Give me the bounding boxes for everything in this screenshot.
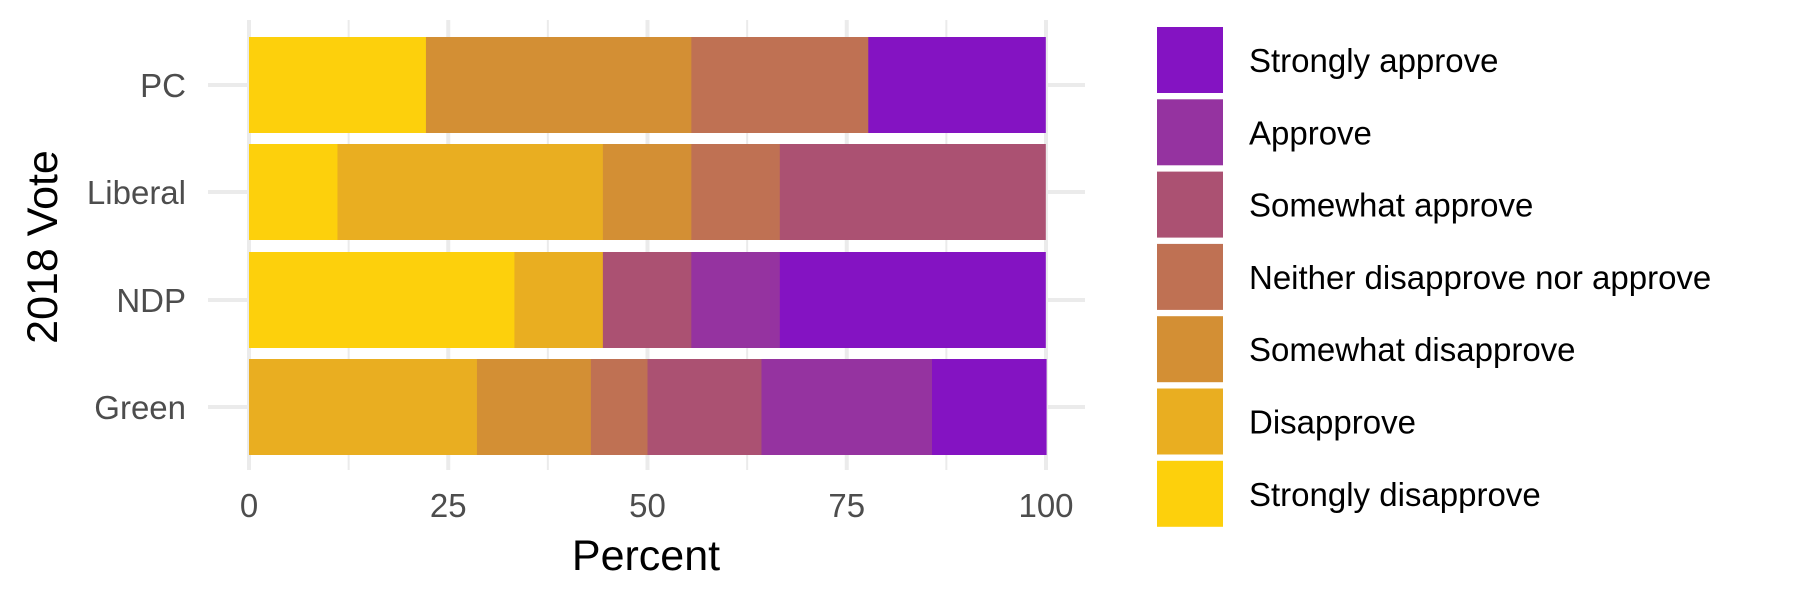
bar-segment: NDP – Somewhat approve: 11.1 bbox=[602, 252, 692, 348]
bar-segment: NDP – Approve: 11.1 bbox=[691, 252, 781, 348]
y-tick-label: PC bbox=[140, 67, 186, 104]
bar-segment: Liberal – Disapprove: 33.3 bbox=[337, 144, 604, 240]
bar-segment: Green – Approve: 21.4 bbox=[761, 359, 933, 455]
x-tick-labels: 0 25 50 75 100 bbox=[240, 487, 1074, 524]
x-tick-label: 0 bbox=[240, 487, 258, 524]
bar-segment: PC – Strongly disapprove: 22.2 bbox=[249, 37, 427, 133]
legend: Strongly approve Approve Somewhat approve N… bbox=[1157, 27, 1711, 527]
bar-segment: NDP – Strongly approve: 33.3 bbox=[779, 252, 1046, 348]
legend-label: Approve bbox=[1249, 114, 1372, 151]
x-tick-label: 75 bbox=[828, 487, 865, 524]
bars: PC – Strongly disapprove: 22.2PC – Somew… bbox=[249, 37, 1047, 455]
legend-key bbox=[1157, 243, 1223, 310]
legend-label: Disapprove bbox=[1249, 404, 1416, 441]
y-tick-labels: PC Liberal NDP Green bbox=[87, 67, 186, 426]
y-tick-label: Liberal bbox=[87, 174, 186, 211]
bar-segment: Liberal – Somewhat approve: 33.3 bbox=[779, 144, 1046, 240]
bar-segment: Green – Disapprove: 28.6 bbox=[249, 359, 478, 455]
legend-key bbox=[1157, 171, 1223, 238]
x-tick-label: 100 bbox=[1018, 487, 1073, 524]
bar-segment: NDP – Strongly disapprove: 33.3 bbox=[249, 252, 516, 348]
bar-segment: Green – Somewhat disapprove: 14.3 bbox=[476, 359, 592, 455]
legend-key bbox=[1157, 316, 1223, 383]
legend-label: Strongly disapprove bbox=[1249, 476, 1541, 513]
x-tick-label: 25 bbox=[430, 487, 467, 524]
bar-segment: Green – Neither disapprove nor approve: … bbox=[590, 359, 649, 455]
bar-segment: PC – Somewhat disapprove: 33.3 bbox=[425, 37, 692, 133]
bar-segment: Liberal – Strongly disapprove: 11.1 bbox=[249, 144, 339, 240]
legend-label: Somewhat disapprove bbox=[1249, 331, 1576, 368]
bar-segment: Green – Somewhat approve: 14.3 bbox=[647, 359, 763, 455]
y-tick-label: NDP bbox=[116, 282, 186, 319]
legend-key bbox=[1157, 99, 1223, 166]
legend-label: Neither disapprove nor approve bbox=[1249, 259, 1711, 296]
bar-segment: Liberal – Somewhat disapprove: 11.1 bbox=[602, 144, 692, 240]
legend-key bbox=[1157, 460, 1223, 527]
bar-segment: Liberal – Neither disapprove nor approve… bbox=[691, 144, 781, 240]
bar-segment: Green – Strongly approve: 14.3 bbox=[932, 359, 1047, 455]
legend-label: Somewhat approve bbox=[1249, 187, 1533, 224]
bar-segment: NDP – Disapprove: 11.1 bbox=[514, 252, 604, 348]
bar-segment: PC – Strongly approve: 22.2 bbox=[868, 37, 1046, 133]
legend-key bbox=[1157, 27, 1223, 93]
x-axis-title: Percent bbox=[572, 532, 720, 580]
bar-segment: PC – Neither disapprove nor approve: 22.… bbox=[691, 37, 869, 133]
y-tick-label: Green bbox=[94, 389, 186, 426]
y-axis-title: 2018 Vote bbox=[19, 150, 67, 344]
x-tick-label: 50 bbox=[629, 487, 666, 524]
legend-key bbox=[1157, 388, 1223, 455]
legend-label: Strongly approve bbox=[1249, 42, 1498, 79]
